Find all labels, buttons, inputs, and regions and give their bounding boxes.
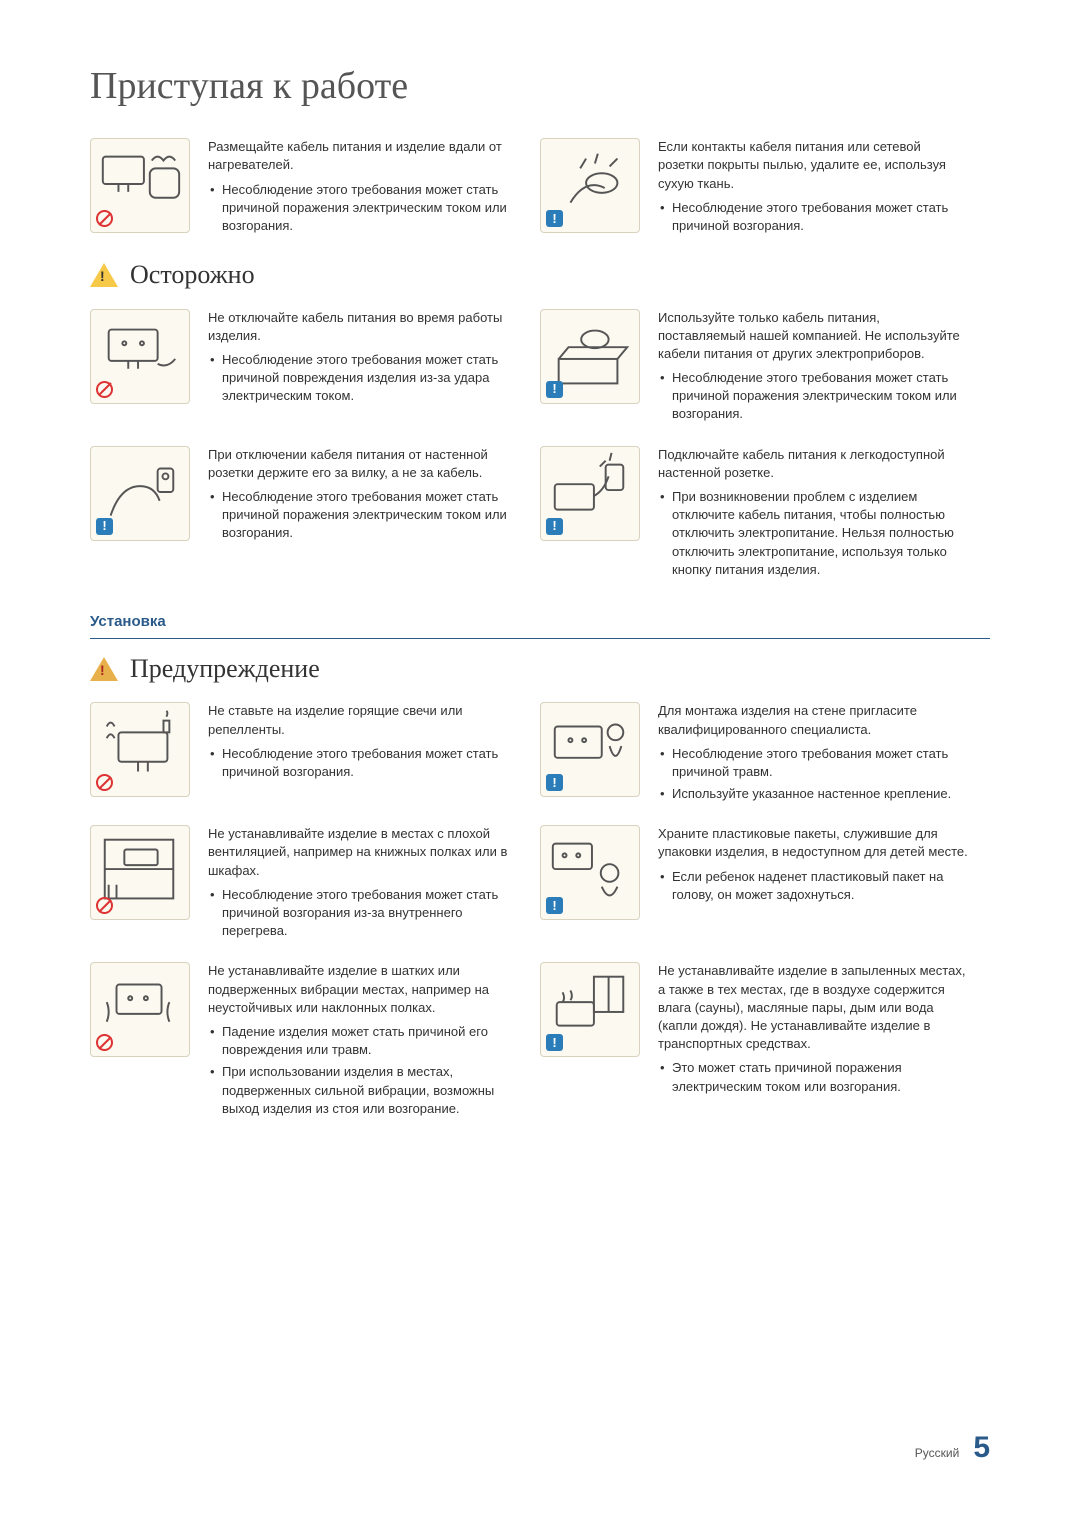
- safety-item: Размещайте кабель питания и изделие вдал…: [90, 138, 540, 239]
- lead-text: Не ставьте на изделие горящие свечи или …: [208, 702, 520, 738]
- illustration-humid: !: [540, 962, 640, 1057]
- text-block: Не ставьте на изделие горящие свечи или …: [208, 702, 540, 807]
- bullet: Несоблюдение этого требования может стат…: [222, 351, 520, 406]
- info-icon: !: [546, 381, 563, 398]
- prohibit-icon: [96, 381, 113, 398]
- lead-text: Размещайте кабель питания и изделие вдал…: [208, 138, 520, 174]
- page-title: Приступая к работе: [90, 60, 990, 113]
- illustration-unstable: [90, 962, 190, 1057]
- row: Не устанавливайте изделие в шатких или п…: [90, 962, 990, 1122]
- info-icon: !: [546, 210, 563, 227]
- text-block: Не отключайте кабель питания во время ра…: [208, 309, 540, 428]
- info-icon: !: [546, 774, 563, 791]
- safety-item: ! Храните пластиковые пакеты, служившие …: [540, 825, 990, 944]
- lead-text: Не устанавливайте изделие в шатких или п…: [208, 962, 520, 1017]
- illustration-original-cable: !: [540, 309, 640, 404]
- bullet: При возникновении проблем с изделием отк…: [672, 488, 970, 579]
- lead-text: Не устанавливайте изделие в запыленных м…: [658, 962, 970, 1053]
- safety-item: ! Не устанавливайте изделие в запыленных…: [540, 962, 990, 1122]
- safety-item: Не отключайте кабель питания во время ра…: [90, 309, 540, 428]
- caution-label: Осторожно: [130, 257, 255, 293]
- text-block: При отключении кабеля питания от настенн…: [208, 446, 540, 583]
- info-icon: !: [546, 518, 563, 535]
- illustration-candles: [90, 702, 190, 797]
- section-label: Установка: [90, 613, 166, 630]
- bullet: Это может стать причиной поражения элект…: [672, 1059, 970, 1095]
- lead-text: Используйте только кабель питания, поста…: [658, 309, 970, 364]
- info-icon: !: [96, 518, 113, 535]
- safety-item: ! Для монтажа изделия на стене пригласит…: [540, 702, 990, 807]
- text-block: Не устанавливайте изделие в местах с пло…: [208, 825, 540, 944]
- text-block: Используйте только кабель питания, поста…: [658, 309, 990, 428]
- info-icon: !: [546, 897, 563, 914]
- lead-text: Для монтажа изделия на стене пригласите …: [658, 702, 970, 738]
- lead-text: Не отключайте кабель питания во время ра…: [208, 309, 520, 345]
- language-label: Русский: [915, 1445, 960, 1462]
- illustration-plastic-bag: !: [540, 825, 640, 920]
- row: ! При отключении кабеля питания от насте…: [90, 446, 990, 583]
- illustration-bookshelf: [90, 825, 190, 920]
- lead-text: При отключении кабеля питания от настенн…: [208, 446, 520, 482]
- warning-heading: Предупреждение: [90, 651, 990, 687]
- text-block: Подключайте кабель питания к легкодоступ…: [658, 446, 990, 583]
- illustration-hold-plug: !: [90, 446, 190, 541]
- bullet: Несоблюдение этого требования может стат…: [672, 199, 970, 235]
- text-block: Не устанавливайте изделие в шатких или п…: [208, 962, 540, 1122]
- bullet: Несоблюдение этого требования может стат…: [672, 745, 970, 781]
- info-icon: !: [546, 1034, 563, 1051]
- row: Не устанавливайте изделие в местах с пло…: [90, 825, 990, 944]
- illustration-dust: !: [540, 138, 640, 233]
- lead-text: Храните пластиковые пакеты, служившие дл…: [658, 825, 970, 861]
- safety-item: ! Если контакты кабеля питания или сетев…: [540, 138, 990, 239]
- warning-label: Предупреждение: [130, 651, 320, 687]
- safety-item: ! Подключайте кабель питания к легкодост…: [540, 446, 990, 583]
- row: Размещайте кабель питания и изделие вдал…: [90, 138, 990, 239]
- bullet: Если ребенок наденет пластиковый пакет н…: [672, 868, 970, 904]
- bullet: При использовании изделия в местах, подв…: [222, 1063, 520, 1118]
- bullet: Несоблюдение этого требования может стат…: [222, 886, 520, 941]
- bullet: Несоблюдение этого требования может стат…: [672, 369, 970, 424]
- lead-text: Не устанавливайте изделие в местах с пло…: [208, 825, 520, 880]
- page-number: 5: [973, 1427, 990, 1469]
- text-block: Храните пластиковые пакеты, служившие дл…: [658, 825, 990, 944]
- illustration-heater: [90, 138, 190, 233]
- illustration-accessible-outlet: !: [540, 446, 640, 541]
- caution-heading: Осторожно: [90, 257, 990, 293]
- bullet: Несоблюдение этого требования может стат…: [222, 181, 520, 236]
- caution-triangle-icon: [90, 263, 118, 287]
- safety-item: ! Используйте только кабель питания, пос…: [540, 309, 990, 428]
- row: Не отключайте кабель питания во время ра…: [90, 309, 990, 428]
- row: Не ставьте на изделие горящие свечи или …: [90, 702, 990, 807]
- illustration-unplug-running: [90, 309, 190, 404]
- bullet: Падение изделия может стать причиной его…: [222, 1023, 520, 1059]
- section-install: Установка: [90, 611, 990, 639]
- lead-text: Если контакты кабеля питания или сетевой…: [658, 138, 970, 193]
- text-block: Размещайте кабель питания и изделие вдал…: [208, 138, 540, 239]
- safety-item: Не ставьте на изделие горящие свечи или …: [90, 702, 540, 807]
- bullet: Несоблюдение этого требования может стат…: [222, 488, 520, 543]
- text-block: Если контакты кабеля питания или сетевой…: [658, 138, 990, 239]
- safety-item: Не устанавливайте изделие в шатких или п…: [90, 962, 540, 1122]
- text-block: Для монтажа изделия на стене пригласите …: [658, 702, 990, 807]
- safety-item: Не устанавливайте изделие в местах с пло…: [90, 825, 540, 944]
- illustration-wall-mount: !: [540, 702, 640, 797]
- text-block: Не устанавливайте изделие в запыленных м…: [658, 962, 990, 1122]
- page-footer: Русский 5: [915, 1427, 990, 1469]
- bullet: Используйте указанное настенное креплени…: [672, 785, 970, 803]
- lead-text: Подключайте кабель питания к легкодоступ…: [658, 446, 970, 482]
- safety-item: ! При отключении кабеля питания от насте…: [90, 446, 540, 583]
- bullet: Несоблюдение этого требования может стат…: [222, 745, 520, 781]
- warning-triangle-icon: [90, 657, 118, 681]
